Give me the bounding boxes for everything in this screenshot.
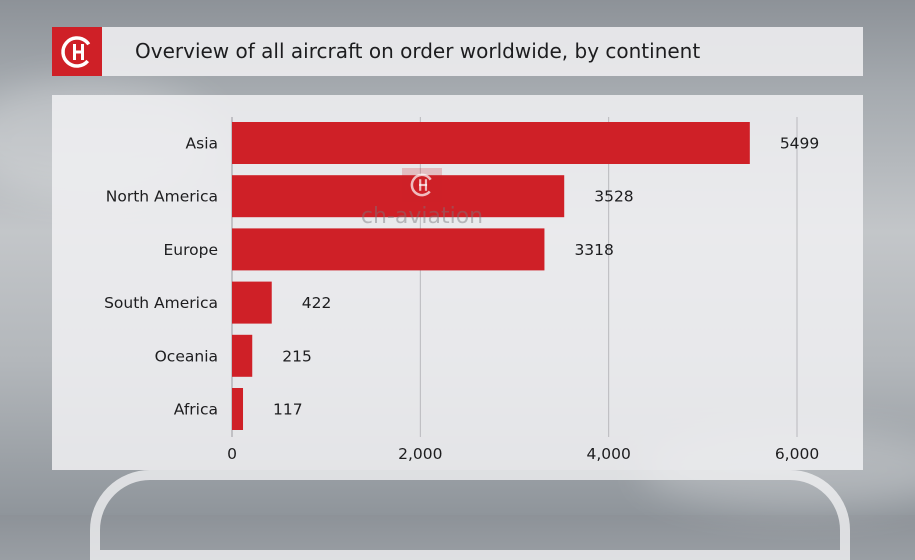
chart-title: Overview of all aircraft on order worldw…	[135, 39, 701, 63]
aircraft-window-frame	[90, 470, 850, 560]
data-label: 3318	[574, 241, 613, 259]
bar-asia	[232, 122, 750, 164]
bar-chart: Asia 5499 North America 3528 Europe 3318 South…	[104, 117, 819, 463]
x-tick-label: 2,000	[398, 445, 442, 463]
x-tick-label: 0	[227, 445, 237, 463]
data-label: 117	[273, 401, 303, 419]
category-label: Asia	[186, 135, 218, 153]
chart-panel: Asia 5499 North America 3528 Europe 3318 South…	[52, 95, 863, 470]
data-label: 3528	[594, 188, 633, 206]
x-tick-label: 4,000	[586, 445, 630, 463]
chart-header: Overview of all aircraft on order worldw…	[52, 27, 863, 76]
category-label: Africa	[174, 401, 218, 419]
bar-africa	[232, 388, 244, 430]
x-tick-label: 6,000	[775, 445, 819, 463]
bar-south-america	[232, 281, 272, 324]
category-label: South America	[104, 294, 218, 312]
data-label: 422	[302, 294, 332, 312]
bar-oceania	[232, 334, 253, 377]
bar-north-america	[232, 175, 565, 218]
bar-europe	[232, 228, 545, 271]
ch-aviation-logo-icon	[52, 27, 102, 76]
data-label: 215	[282, 347, 312, 365]
data-label: 5499	[780, 135, 819, 153]
category-label: Oceania	[155, 347, 218, 365]
category-label: Europe	[163, 241, 218, 259]
category-label: North America	[106, 188, 218, 206]
